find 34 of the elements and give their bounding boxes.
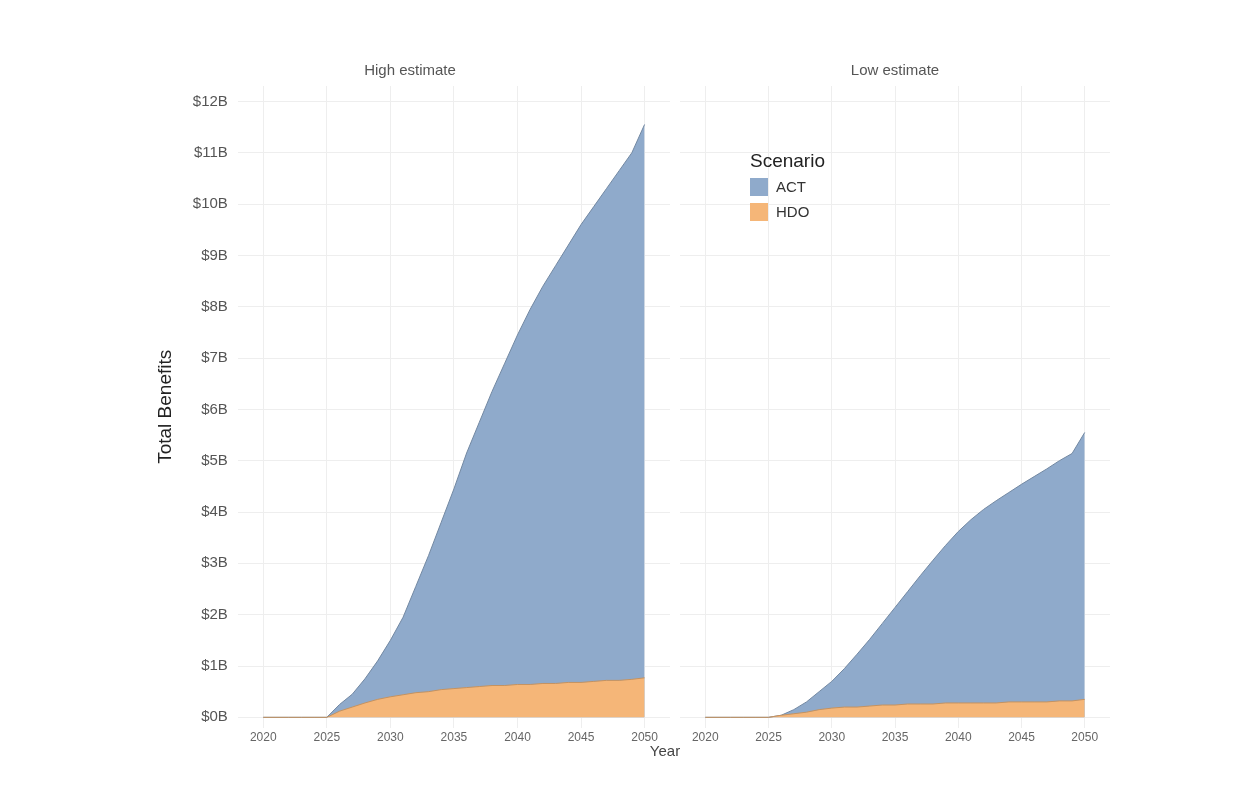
x-tick-label: 2030 xyxy=(818,730,846,745)
y-tick-label: $10B xyxy=(192,194,228,212)
x-tick-label: 2045 xyxy=(1008,730,1036,745)
legend-label: ACT xyxy=(776,178,806,195)
x-tick-label: 2040 xyxy=(944,730,972,745)
chart-title: High estimate xyxy=(364,61,456,79)
y-tick-label: $4B xyxy=(201,502,228,520)
x-tick-label: 2035 xyxy=(440,730,468,745)
y-tick-label: $9B xyxy=(201,245,228,263)
x-tick-label: 2030 xyxy=(377,730,405,745)
y-axis-title: Total Benefits xyxy=(153,349,175,464)
x-tick-label: 2045 xyxy=(567,730,595,745)
y-tick-label: $0B xyxy=(201,707,228,725)
x-tick-label: 2040 xyxy=(504,730,532,745)
x-tick-label: 2025 xyxy=(313,730,341,745)
y-tick-label: $2B xyxy=(201,604,228,622)
y-tick-label: $7B xyxy=(201,348,228,366)
y-tick-label: $1B xyxy=(201,656,228,674)
y-tick-label: $5B xyxy=(201,450,228,468)
y-tick-label: $11B xyxy=(193,142,228,160)
y-tick-label: $8B xyxy=(201,296,228,314)
x-tick-label: 2050 xyxy=(1071,730,1099,745)
y-tick-label: $6B xyxy=(201,399,228,417)
x-tick-label: 2025 xyxy=(755,730,783,745)
x-tick-label: 2050 xyxy=(631,730,659,745)
x-axis-title: Year xyxy=(649,742,681,759)
x-tick-label: 2020 xyxy=(249,730,277,745)
y-tick-label: $3B xyxy=(201,553,228,571)
x-tick-label: 2035 xyxy=(881,730,909,745)
y-tick-label: $12B xyxy=(192,91,228,109)
x-tick-label: 2020 xyxy=(691,730,719,745)
legend-title: Scenario xyxy=(750,150,825,172)
chart-title: Low estimate xyxy=(850,61,940,79)
legend-label: HDO xyxy=(776,203,810,220)
